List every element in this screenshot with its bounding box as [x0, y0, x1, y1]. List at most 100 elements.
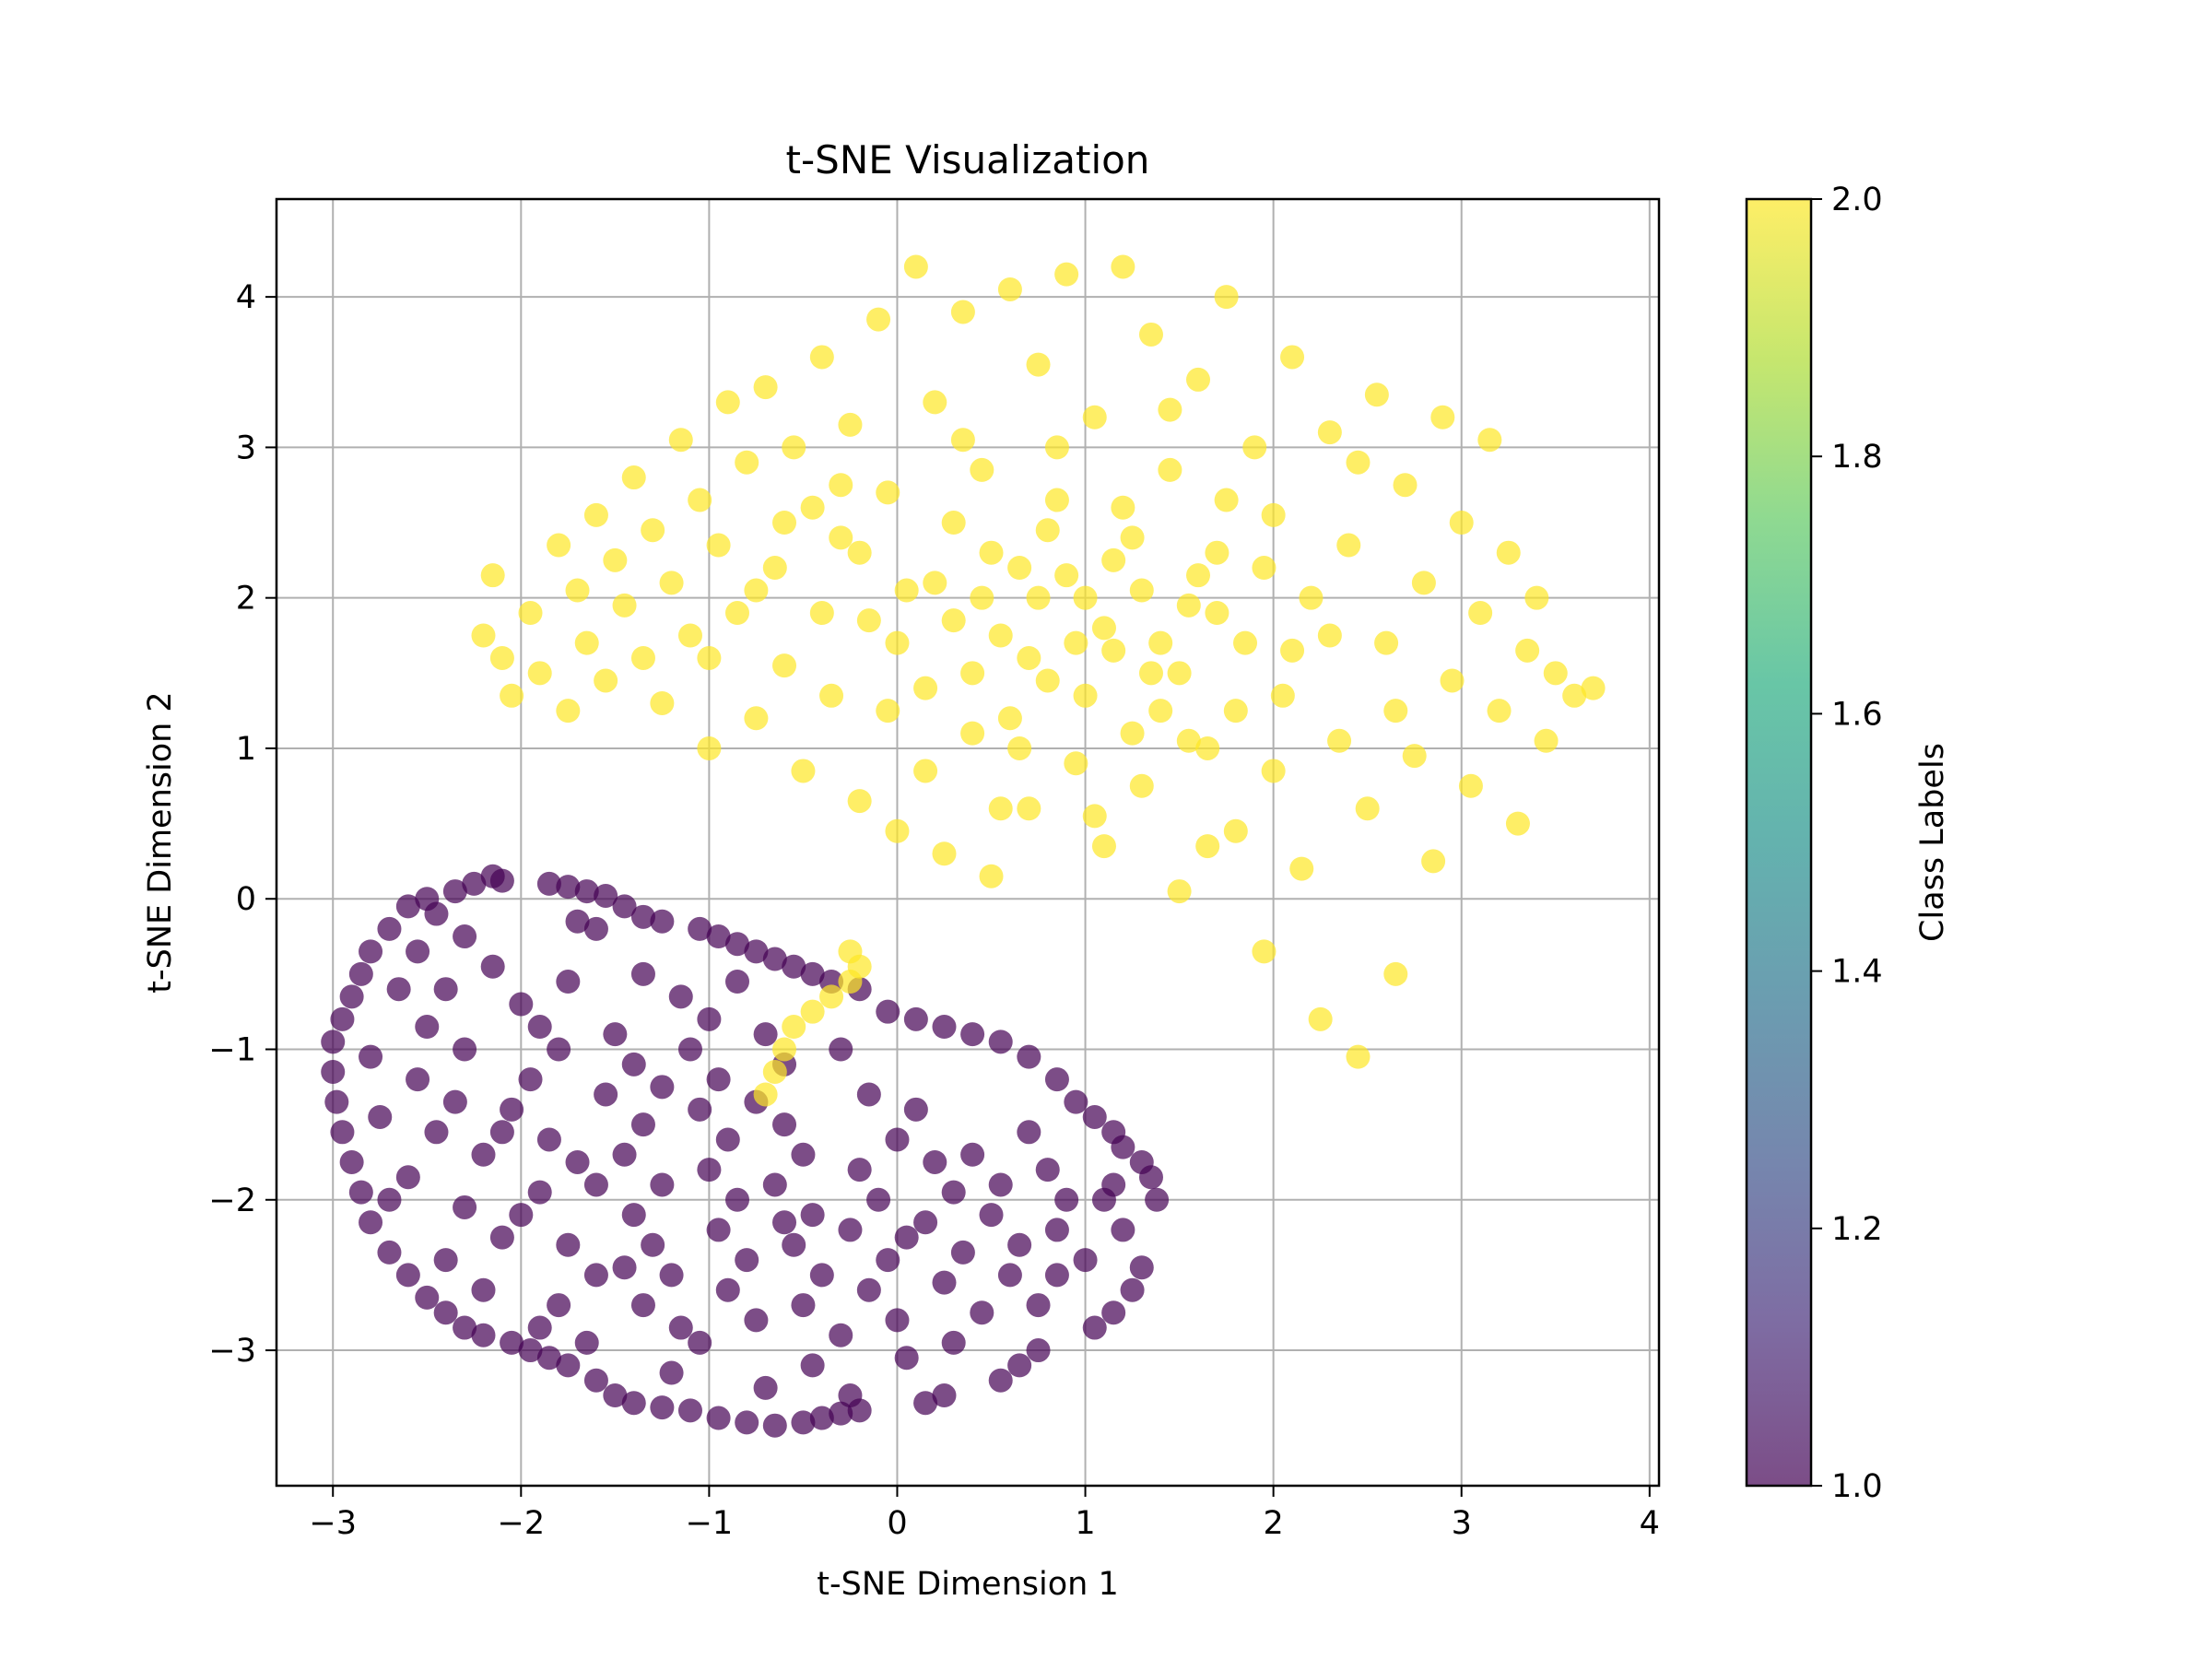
scatter-point-class-1 [979, 1203, 1004, 1228]
scatter-point-class-2 [762, 556, 787, 581]
scatter-point-class-1 [583, 1172, 608, 1197]
scatter-point-class-2 [1308, 1006, 1333, 1031]
scatter-point-class-2 [1374, 630, 1399, 655]
colorbar-tick-label: 1.2 [1831, 1211, 1883, 1248]
scatter-point-class-2 [1524, 585, 1549, 610]
scatter-point-class-1 [583, 1368, 608, 1393]
colorbar-tick-label: 1.0 [1831, 1468, 1883, 1505]
x-tick-label: 2 [1263, 1505, 1283, 1542]
scatter-point-class-2 [1270, 683, 1295, 708]
scatter-point-class-2 [1515, 638, 1540, 663]
scatter-point-class-2 [697, 735, 722, 760]
scatter-point-class-2 [1430, 405, 1455, 429]
scatter-point-class-1 [377, 916, 402, 941]
scatter-point-class-2 [950, 428, 975, 453]
scatter-point-class-1 [1044, 1263, 1069, 1288]
scatter-point-class-2 [1205, 540, 1230, 565]
scatter-point-class-2 [659, 571, 684, 595]
scatter-point-class-1 [395, 1165, 420, 1190]
scatter-point-class-1 [368, 1104, 393, 1129]
scatter-point-class-1 [932, 1015, 957, 1040]
scatter-point-class-1 [471, 1142, 496, 1167]
y-axis-ticks: −3 −2 −1 0 1 2 3 4 [208, 279, 276, 1370]
scatter-point-class-1 [630, 904, 655, 929]
scatter-point-class-1 [809, 1406, 834, 1430]
scatter-point-class-1 [688, 1097, 712, 1122]
scatter-point-class-1 [377, 1240, 402, 1265]
scatter-point-class-1 [415, 1285, 440, 1310]
scatter-point-class-1 [650, 1075, 675, 1100]
scatter-point-class-2 [913, 676, 938, 700]
scatter-point-class-1 [706, 924, 731, 949]
scatter-point-class-1 [829, 1037, 853, 1062]
x-tick-label: −2 [498, 1505, 546, 1542]
scatter-point-class-2 [1317, 420, 1342, 445]
scatter-point-class-1 [838, 1218, 863, 1242]
scatter-point-class-1 [762, 947, 787, 971]
y-tick-label: −1 [208, 1032, 256, 1069]
scatter-point-class-1 [1007, 1232, 1032, 1257]
scatter-point-class-2 [847, 789, 872, 814]
scatter-point-class-1 [960, 1142, 985, 1167]
scatter-point-class-2 [1505, 811, 1530, 836]
scatter-point-class-2 [1035, 518, 1060, 543]
scatter-point-class-2 [735, 450, 759, 475]
scatter-point-class-2 [480, 563, 505, 588]
scatter-point-class-1 [1054, 1187, 1079, 1212]
scatter-point-class-2 [725, 601, 749, 626]
scatter-point-class-2 [809, 345, 834, 370]
x-tick-label: 3 [1452, 1505, 1472, 1542]
y-tick-label: 4 [236, 279, 256, 316]
scatter-point-class-1 [688, 1330, 712, 1355]
scatter-point-class-1 [359, 1210, 383, 1235]
scatter-point-class-1 [536, 1127, 561, 1152]
scatter-point-class-2 [782, 1015, 806, 1040]
scatter-point-class-2 [970, 585, 994, 610]
scatter-point-class-2 [762, 1059, 787, 1084]
scatter-point-class-1 [377, 1187, 402, 1212]
scatter-point-class-2 [677, 623, 702, 648]
scatter-point-class-2 [1064, 751, 1088, 776]
scatter-point-class-1 [556, 970, 581, 994]
scatter-point-class-1 [339, 1149, 364, 1174]
scatter-point-class-1 [415, 1015, 440, 1040]
scatter-point-class-2 [1195, 834, 1220, 859]
scatter-point-class-1 [772, 1210, 797, 1235]
scatter-point-class-2 [772, 511, 797, 535]
scatter-point-class-1 [547, 1037, 571, 1062]
scatter-point-class-1 [762, 1413, 787, 1438]
scatter-point-class-1 [885, 1127, 910, 1152]
scatter-point-class-2 [744, 578, 769, 603]
scatter-point-class-2 [518, 601, 543, 626]
scatter-point-class-2 [1111, 254, 1135, 279]
scatter-point-class-1 [988, 1172, 1013, 1197]
scatter-point-class-1 [706, 1218, 731, 1242]
scatter-point-class-1 [988, 1030, 1013, 1054]
scatter-point-class-1 [809, 1263, 834, 1288]
scatter-point-class-2 [950, 300, 975, 324]
scatter-point-class-2 [565, 578, 590, 603]
plot-area-frame [275, 197, 1661, 1488]
scatter-point-class-2 [800, 495, 825, 520]
scatter-point-class-1 [659, 1263, 684, 1288]
scatter-point-class-1 [348, 1180, 373, 1205]
chart-title: t-SNE Visualization [786, 137, 1150, 182]
y-axis-title: t-SNE Dimension 2 [142, 691, 179, 993]
scatter-point-class-1 [462, 871, 487, 896]
scatter-point-class-1 [725, 970, 749, 994]
scatter-point-class-1 [1082, 1104, 1107, 1129]
scatter-point-class-1 [753, 1022, 778, 1047]
scatter-point-class-2 [876, 699, 900, 724]
scatter-point-class-2 [1186, 563, 1210, 588]
scatter-point-class-1 [800, 961, 825, 986]
scatter-point-class-1 [706, 1067, 731, 1092]
x-tick-label: −1 [686, 1505, 734, 1542]
scatter-point-class-2 [1138, 661, 1163, 686]
scatter-point-class-1 [1073, 1248, 1098, 1273]
scatter-point-class-2 [866, 307, 891, 332]
scatter-point-class-2 [970, 457, 994, 482]
scatter-point-class-1 [565, 1149, 590, 1174]
scatter-point-class-2 [1214, 488, 1239, 512]
scatter-point-class-2 [527, 661, 552, 686]
scatter-point-class-2 [1214, 285, 1239, 310]
